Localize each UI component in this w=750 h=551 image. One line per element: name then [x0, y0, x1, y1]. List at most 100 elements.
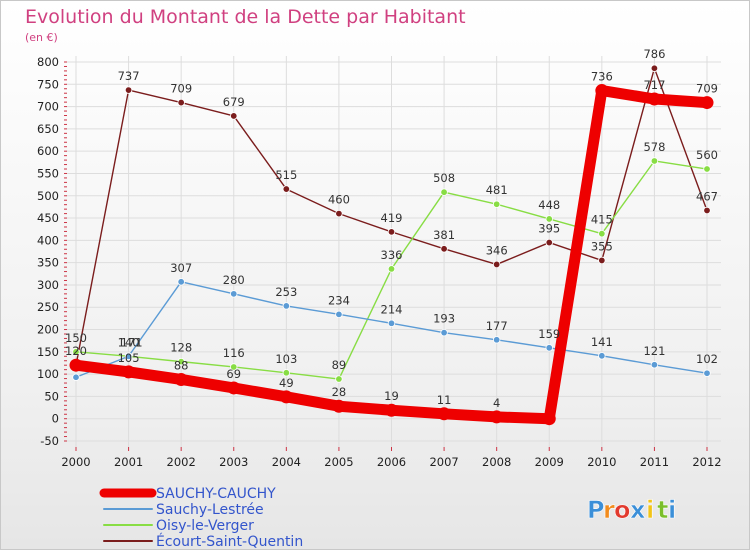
data-label: 88	[174, 358, 189, 372]
series-point-1	[650, 361, 659, 369]
data-label: 116	[223, 346, 245, 360]
data-label: 336	[381, 248, 403, 262]
data-label: 120	[65, 344, 87, 358]
x-tick-label: 2003	[219, 455, 248, 469]
x-tick-label: 2008	[482, 455, 511, 469]
data-label: 171	[121, 335, 143, 349]
x-tick-label: 2002	[167, 455, 196, 469]
data-label: 381	[433, 228, 455, 242]
legend-label: SAUCHY-CAUCHY	[156, 486, 276, 502]
series-point-0	[122, 365, 136, 379]
series-point-0	[332, 399, 346, 413]
data-label: 307	[170, 261, 192, 275]
data-label: 508	[433, 171, 455, 185]
series-point-2	[545, 215, 553, 223]
data-label: 280	[223, 273, 245, 287]
x-tick-label: 2007	[429, 455, 458, 469]
logo-letter: t	[657, 496, 668, 524]
series-point-0	[647, 92, 661, 106]
legend-label: Oisy-le-Verger	[156, 518, 254, 534]
data-label: 19	[384, 389, 399, 403]
data-label: 481	[486, 183, 508, 197]
data-label: 102	[696, 352, 718, 366]
series-point-1	[230, 290, 238, 298]
data-label: 346	[486, 243, 508, 257]
legend-label: Sauchy-Lestrée	[156, 502, 264, 518]
data-label: 419	[381, 211, 403, 225]
series-point-0	[437, 407, 451, 421]
y-tick-label: 600	[37, 144, 59, 158]
series-point-2	[282, 369, 291, 377]
y-tick-label: 650	[37, 122, 59, 136]
data-label: 4	[493, 396, 500, 410]
series-point-1	[177, 278, 185, 286]
series-point-3	[335, 209, 343, 218]
series-point-3	[230, 112, 238, 120]
data-label: 560	[696, 148, 718, 162]
series-point-2	[335, 375, 343, 383]
data-label: 736	[591, 70, 613, 84]
logo-letter: o	[614, 496, 631, 524]
series-point-0	[595, 84, 609, 98]
data-label: 177	[486, 319, 508, 333]
grid-lines	[66, 56, 721, 447]
data-label: 737	[118, 69, 140, 83]
data-label: 709	[696, 82, 718, 96]
data-label: 140	[118, 335, 140, 349]
data-label: 395	[538, 222, 560, 236]
data-label: 49	[279, 376, 294, 390]
data-label: 709	[170, 82, 192, 96]
series-point-1	[387, 319, 396, 327]
data-label: 717	[643, 78, 665, 92]
series-point-3	[545, 238, 553, 247]
y-tick-label: 0	[52, 412, 59, 426]
series-point-0	[279, 390, 293, 404]
x-tick-label: 2010	[587, 455, 616, 469]
series-point-3	[440, 245, 448, 253]
data-label: 103	[275, 352, 297, 366]
series-point-3	[387, 228, 396, 236]
series-point-2	[72, 348, 80, 356]
x-tick-label: 2005	[324, 455, 353, 469]
series-point-1	[282, 302, 291, 310]
series-point-2	[492, 200, 501, 208]
data-label: 159	[538, 327, 560, 341]
series-point-2	[598, 229, 606, 238]
y-tick-label: -50	[40, 434, 59, 448]
logo-letter: r	[603, 496, 615, 524]
series-point-2	[177, 357, 185, 366]
y-tick-label: 350	[37, 256, 59, 270]
logo-letter: i	[668, 496, 676, 524]
series-point-0	[227, 381, 241, 395]
series-point-3	[492, 260, 501, 269]
data-label: 28	[332, 385, 347, 399]
data-label: 679	[223, 95, 245, 109]
y-tick-label: 200	[37, 323, 59, 337]
series-point-0	[69, 358, 83, 372]
y-tick-label: 500	[37, 189, 59, 203]
data-label: 415	[591, 213, 613, 227]
data-label: 786	[643, 47, 665, 61]
series-point-0	[174, 372, 188, 386]
series-point-2	[650, 157, 659, 165]
series-point-0	[385, 403, 398, 417]
y-axis: -50 0 50 100 150 200 250 300 350 400 450 500 550 600 6…	[37, 55, 67, 448]
data-label: 128	[170, 341, 192, 355]
chart-subtitle: (en €)	[25, 31, 58, 44]
logo-letter: x	[630, 496, 646, 524]
data-label: 234	[328, 293, 350, 307]
proxiti-logo: Pr o x i t i	[587, 496, 677, 525]
x-tick-label: 2000	[61, 455, 90, 469]
y-tick-label: 800	[37, 55, 59, 69]
data-label: 193	[433, 312, 455, 326]
series-point-1	[703, 369, 711, 377]
chart-title: Evolution du Montant de la Dette par Hab…	[25, 6, 466, 28]
series-point-3	[598, 256, 606, 265]
logo-letter: P	[587, 496, 605, 524]
series-point-0	[700, 96, 714, 110]
data-label: 460	[328, 193, 350, 207]
x-tick-label: 2004	[272, 455, 301, 469]
series-point-1	[335, 310, 343, 319]
